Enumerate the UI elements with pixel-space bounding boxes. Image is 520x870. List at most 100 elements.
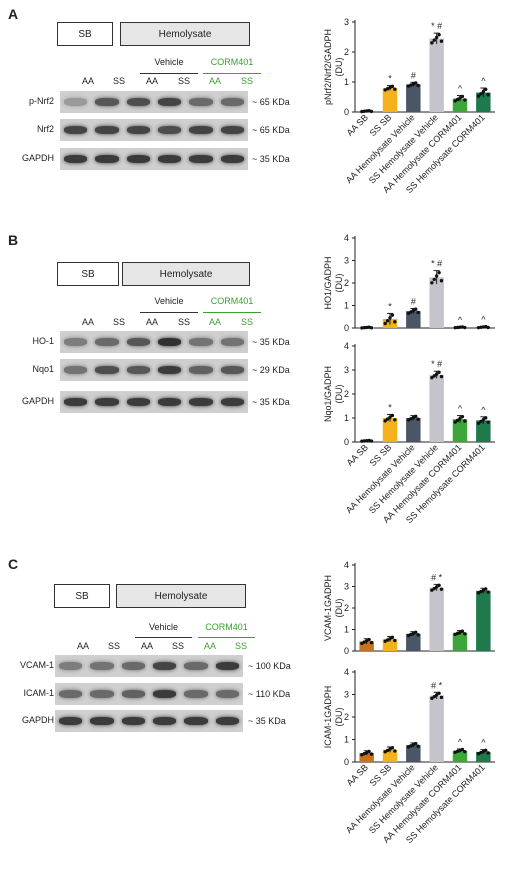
data-point [390,413,395,418]
data-point [486,751,490,755]
blot-band [64,366,88,374]
lane-label: AA [208,76,221,86]
blot-strip [60,359,248,381]
data-point [460,747,465,752]
blot-band [59,717,83,725]
y-axis-unit-label: (DU) [334,385,344,404]
data-point [393,749,397,753]
significance-label: ^ [458,404,463,414]
lane-label: AA [145,76,158,86]
blot-band [153,717,177,725]
bar [452,632,468,651]
blot-row-label: p-Nrf2 [28,96,54,106]
blot-band [220,98,244,106]
blot-band [189,398,213,406]
data-point [390,313,395,317]
blot-band [189,98,213,106]
bar [476,590,491,651]
data-point [481,417,486,422]
data-point [463,632,467,636]
bar [476,92,491,112]
data-point [453,420,457,424]
blot-band [184,717,208,725]
y-tick-label: 2 [344,712,349,722]
blot-band [158,98,182,106]
bar [382,88,398,112]
y-tick-label: 4 [344,667,349,677]
group-label-vehicle: Vehicle [154,296,184,306]
significance-label: * # [431,259,442,269]
data-point [484,748,488,752]
blot-row-label: GAPDH [21,396,54,406]
bar [452,750,468,762]
blot-row-label: ICAM-1 [23,688,54,698]
blot-band [121,690,145,698]
data-point [414,630,418,634]
blot-band [95,398,119,406]
data-point [390,84,395,89]
data-point [460,414,465,419]
blot-band [158,155,182,163]
header-hemolysate-box: Hemolysate [122,262,250,286]
data-point [439,695,444,700]
blot-row-label: GAPDH [21,153,54,163]
blot-band [126,155,150,163]
blot-band [215,662,239,670]
blot-band [158,398,182,406]
lane-label: SS [234,641,247,651]
data-point [481,89,486,94]
data-point [434,693,439,697]
molecular-weight-label: ~ 65 KDa [252,97,290,107]
significance-label: # * [431,572,443,582]
lane-label: SS [107,641,120,651]
blot-band [59,662,83,670]
molecular-weight-label: ~ 35 KDa [248,716,286,726]
y-tick-label: 4 [344,233,349,243]
blot-band [220,126,244,134]
blot-band [95,98,119,106]
data-point [437,583,441,588]
blot-band [95,338,119,346]
blot-band [90,717,114,725]
blot-band [64,126,88,134]
data-point [432,277,436,282]
lane-label: AA [81,317,94,327]
blot-row-label: GAPDH [21,715,54,725]
data-point [432,586,436,591]
panel-letter-c: C [8,556,19,572]
blot-strip [55,710,243,732]
molecular-weight-label: ~ 100 KDa [248,661,291,671]
data-point [416,310,420,315]
blot-band [189,338,213,346]
data-point [414,307,418,311]
y-tick-label: 2 [344,278,349,288]
data-point [390,746,395,750]
y-axis-unit-label: (DU) [334,58,344,77]
bar [476,420,491,442]
significance-label: # [411,70,416,80]
significance-label: * [388,74,392,84]
blot-band [184,690,208,698]
data-point [439,587,444,591]
data-point [463,749,467,754]
data-point [414,414,418,419]
data-point [439,279,444,283]
lane-label: SS [112,76,125,86]
data-point [476,421,481,425]
lane-label: SS [240,76,253,86]
y-tick-label: 1 [344,413,349,423]
data-point [385,318,390,323]
blot-band [220,155,244,163]
blot-band [59,690,83,698]
blot-band [189,366,213,374]
significance-label: ^ [481,314,486,324]
blot-band [121,717,145,725]
bar [359,641,374,651]
y-tick-label: 3 [344,256,349,266]
data-point [434,35,439,40]
blot-row-label: Nqo1 [32,364,54,374]
blot-row-label: Nrf2 [36,124,54,134]
significance-label: # * [431,680,443,690]
y-tick-label: 3 [344,365,349,375]
